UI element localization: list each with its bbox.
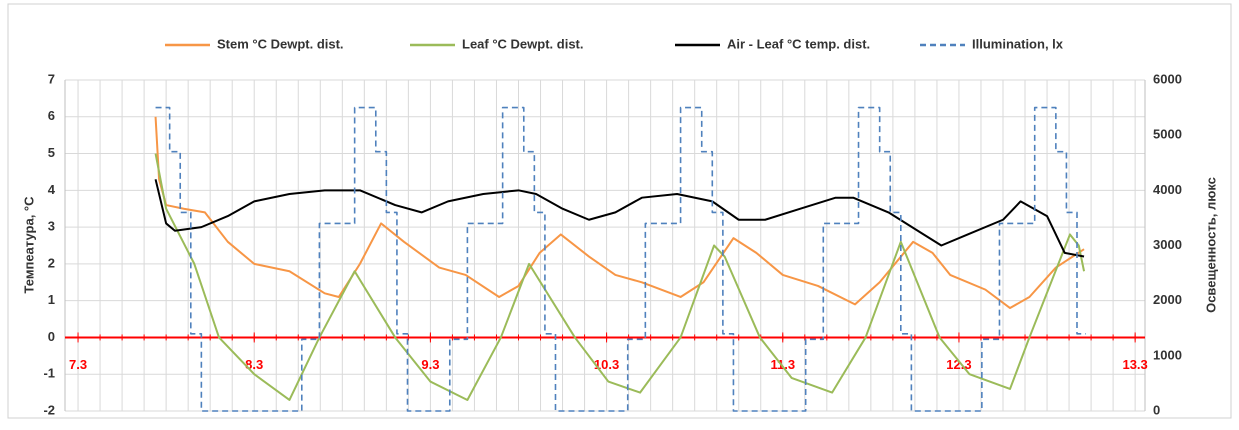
- x-tick-label: 7.3: [69, 357, 87, 372]
- y-tick-label: 2: [48, 255, 55, 270]
- series-line: [154, 153, 1086, 401]
- series-line: [154, 116, 1085, 310]
- y-tick-label: 6: [48, 108, 55, 123]
- y-tick-label: 4: [48, 182, 56, 197]
- x-tick-label: 9.3: [421, 357, 439, 372]
- x-tick-label: 12.3: [946, 357, 971, 372]
- y2-tick-label: 4000: [1153, 182, 1182, 197]
- x-tick-label: 13.3: [1122, 357, 1147, 372]
- y-tick-label: 5: [48, 145, 55, 160]
- y2-tick-label: 0: [1153, 402, 1160, 417]
- y2-tick-label: 5000: [1153, 127, 1182, 142]
- y-tick-label: 1: [48, 292, 55, 307]
- y2-axis-label: Освещенность, люкс: [1203, 177, 1218, 313]
- legend-label: Stem °C Dewpt. dist.: [217, 36, 344, 51]
- x-tick-label: 11.3: [770, 357, 795, 372]
- y-tick-label: 0: [48, 329, 55, 344]
- y-tick-label: -2: [43, 402, 55, 417]
- legend-label: Leaf °C Dewpt. dist.: [462, 36, 584, 51]
- legend-label: Illumination, lx: [972, 36, 1064, 51]
- y-axis-label: Темпеатура, °C: [21, 196, 36, 294]
- y-tick-label: -1: [43, 366, 55, 381]
- y2-tick-label: 1000: [1153, 347, 1182, 362]
- y2-tick-label: 3000: [1153, 237, 1182, 252]
- legend-label: Air - Leaf °C temp. dist.: [727, 36, 870, 51]
- y-tick-label: 7: [48, 71, 55, 86]
- y2-tick-label: 6000: [1153, 71, 1182, 86]
- y-tick-label: 3: [48, 219, 55, 234]
- x-tick-label: 10.3: [594, 357, 619, 372]
- series-line: [155, 106, 1086, 412]
- y2-tick-label: 2000: [1153, 292, 1182, 307]
- x-tick-label: 8.3: [245, 357, 263, 372]
- series-line: [154, 179, 1085, 258]
